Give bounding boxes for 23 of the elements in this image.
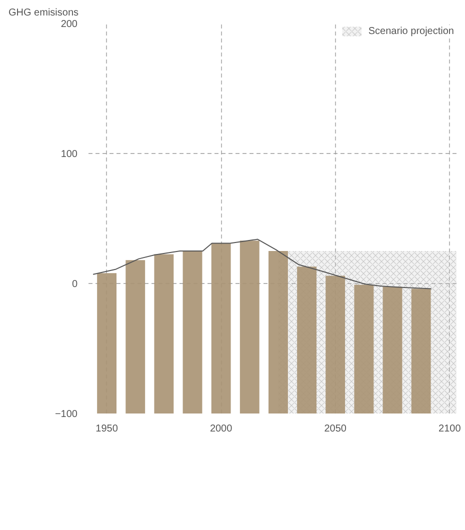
x-tick-label: 2050 xyxy=(324,424,347,434)
x-tick-label: 2100 xyxy=(438,424,462,434)
y-axis-title: GHG emisisons xyxy=(8,8,79,18)
bar xyxy=(354,284,374,414)
legend-label: Scenario projection xyxy=(368,26,454,36)
bar xyxy=(211,243,231,414)
bar xyxy=(154,254,174,414)
bar xyxy=(97,273,116,414)
bar xyxy=(268,251,288,414)
x-tick-label: 1950 xyxy=(96,424,118,434)
y-tick-label: 0 xyxy=(72,279,78,290)
line-series xyxy=(92,238,432,290)
bar xyxy=(326,276,346,414)
y-tick-label: 200 xyxy=(60,19,78,30)
y-tick-label: 100 xyxy=(60,149,78,160)
bar xyxy=(182,251,202,414)
x-tick-label: 2000 xyxy=(210,424,233,434)
y-tick-label: −100 xyxy=(54,409,78,420)
bar xyxy=(382,286,402,414)
bar xyxy=(411,288,431,414)
bar xyxy=(240,240,260,414)
bar xyxy=(126,260,146,414)
bar xyxy=(297,266,316,414)
